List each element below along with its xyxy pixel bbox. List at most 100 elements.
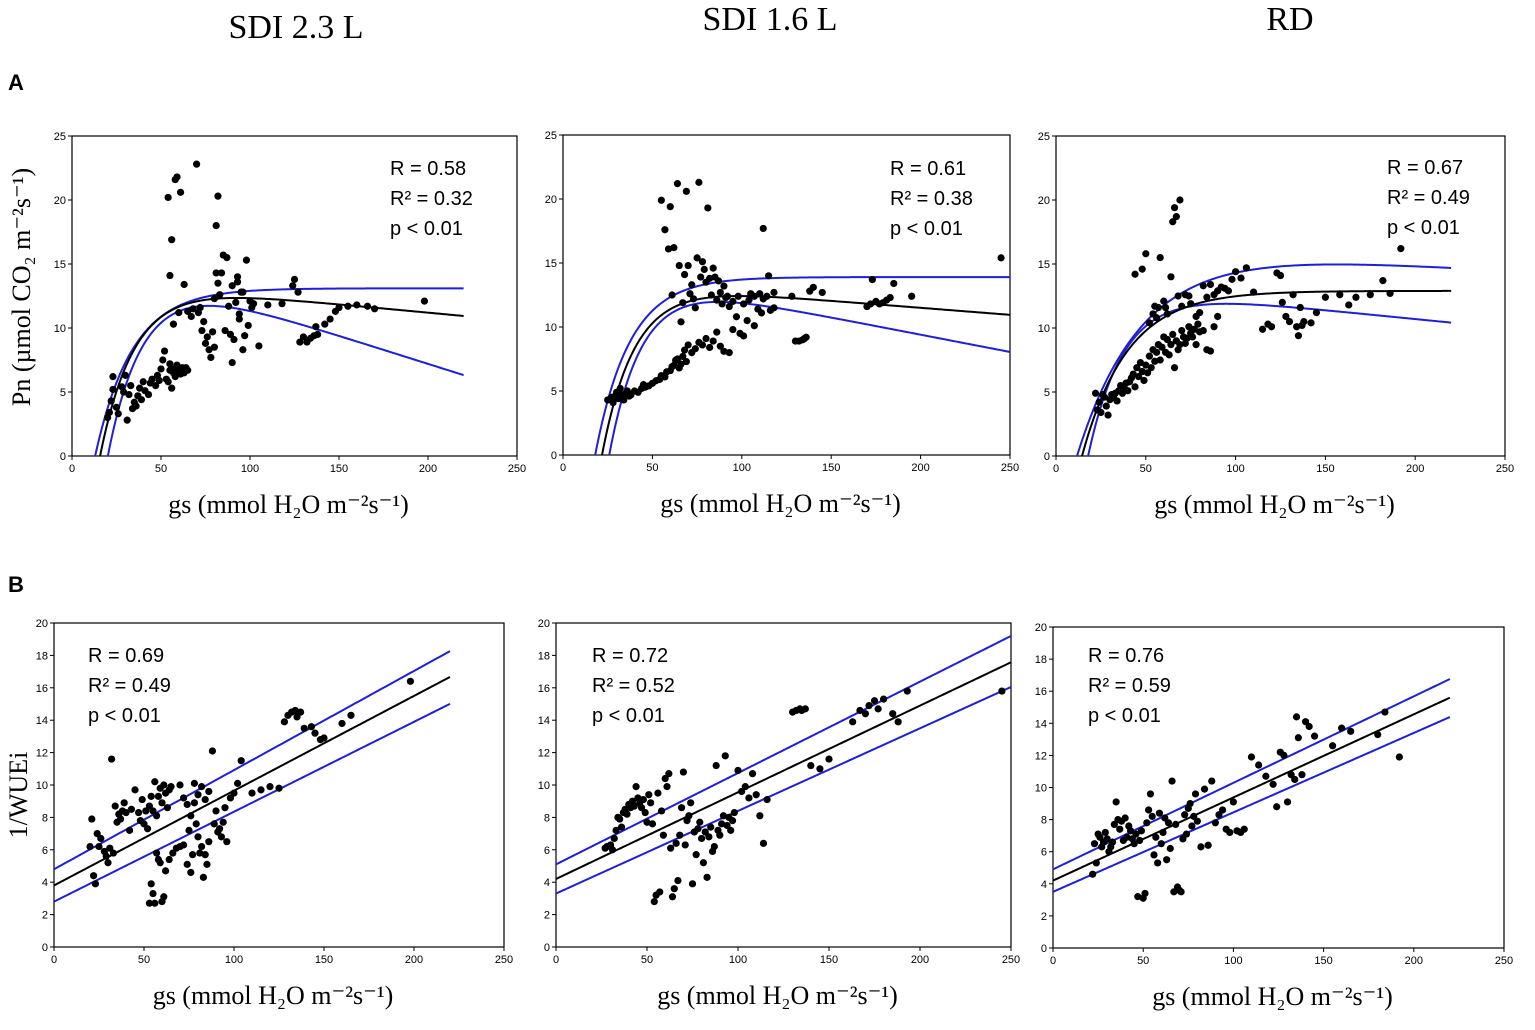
data-point	[320, 734, 328, 742]
data-point	[674, 876, 682, 885]
fit-lines	[54, 650, 451, 903]
stat-line-2: R² = 0.52	[592, 675, 675, 697]
y-tick-label: 6	[544, 845, 550, 857]
data-point	[1280, 751, 1288, 760]
data-point	[718, 300, 726, 308]
x-tick-label: 0	[51, 954, 57, 966]
data-point	[1136, 358, 1145, 367]
y-tick-label: 0	[551, 450, 557, 462]
y-tick-label: 14	[1035, 718, 1047, 730]
data-point	[759, 839, 768, 847]
data-point	[1170, 364, 1179, 372]
data-point	[1165, 351, 1173, 359]
data-point	[192, 820, 200, 828]
data-point	[212, 222, 220, 230]
data-point	[1137, 827, 1145, 835]
ci-lower-curve	[1087, 302, 1452, 456]
data-point	[1102, 402, 1110, 410]
data-point	[730, 808, 738, 817]
data-point	[221, 326, 229, 335]
data-point	[609, 398, 617, 407]
data-point	[1305, 722, 1313, 731]
data-point	[1123, 833, 1131, 841]
data-point	[1116, 825, 1124, 833]
data-point	[244, 321, 252, 330]
ci-upper-line	[556, 635, 1011, 866]
data-point	[1192, 341, 1200, 349]
data-point	[196, 849, 204, 857]
data-point	[108, 755, 116, 763]
y-tick-label: 2	[544, 910, 550, 922]
data-point	[1182, 830, 1191, 838]
data-point	[721, 752, 729, 760]
data-point	[335, 303, 343, 312]
fit-lines	[594, 276, 1010, 455]
regression-curve	[99, 296, 464, 456]
data-point	[235, 310, 243, 318]
data-point	[665, 770, 673, 778]
data-point	[1095, 398, 1103, 406]
y-tick-label: 25	[1038, 131, 1050, 143]
x-tick-label: 0	[69, 463, 75, 475]
data-point	[1292, 713, 1301, 721]
data-point	[249, 300, 258, 308]
data-point	[719, 812, 728, 820]
data-point	[97, 834, 105, 843]
plot-frame	[71, 135, 518, 457]
data-point	[866, 300, 875, 308]
data-point	[1152, 314, 1161, 322]
data-point	[756, 812, 764, 820]
data-point	[745, 794, 753, 802]
stat-line-3: p < 0.01	[88, 705, 161, 727]
regression-line	[556, 661, 1011, 880]
data-point	[1206, 347, 1215, 355]
y-tick-label: 10	[1035, 783, 1047, 795]
data-point	[734, 766, 742, 775]
data-point	[849, 718, 857, 726]
data-point	[1232, 268, 1240, 276]
data-point	[207, 353, 215, 362]
data-point	[1185, 292, 1193, 300]
data-point	[1130, 840, 1138, 848]
x-tick-label: 150	[822, 462, 840, 474]
data-point	[886, 293, 894, 302]
data-point	[682, 187, 690, 195]
stat-line-1: R = 0.61	[890, 158, 966, 180]
data-point	[171, 373, 179, 381]
data-point	[1336, 291, 1344, 299]
column-title-sdi-1-6: SDI 1.6 L	[702, 1, 837, 38]
data-point	[705, 833, 713, 841]
data-point	[205, 787, 213, 796]
data-point	[180, 280, 188, 289]
data-point	[1294, 734, 1302, 742]
data-point	[667, 844, 675, 852]
y-tick-label: 4	[42, 877, 48, 889]
data-point	[153, 849, 161, 857]
data-point	[144, 390, 153, 399]
y-tick-label: 12	[1035, 750, 1047, 762]
data-point	[1147, 364, 1155, 372]
data-point	[1181, 811, 1189, 819]
y-tick-label: 10	[1038, 323, 1050, 335]
data-point	[710, 842, 718, 851]
data-point	[739, 300, 748, 308]
data-point	[639, 795, 647, 804]
data-point	[1203, 293, 1211, 301]
y-tick-label: 20	[54, 195, 66, 207]
data-point	[1183, 334, 1191, 342]
data-point	[1141, 889, 1149, 898]
data-point	[280, 718, 288, 726]
data-point	[1218, 806, 1227, 814]
data-point	[212, 269, 220, 277]
data-point	[153, 812, 161, 820]
data-point	[641, 808, 649, 817]
data-point	[109, 849, 117, 857]
data-point	[1178, 326, 1186, 335]
data-point	[695, 178, 703, 186]
data-point	[1103, 835, 1111, 843]
data-point	[680, 270, 689, 279]
data-point	[1329, 742, 1337, 750]
data-point	[120, 799, 128, 807]
data-point	[610, 834, 618, 843]
stat-line-1: R = 0.76	[1088, 645, 1164, 667]
